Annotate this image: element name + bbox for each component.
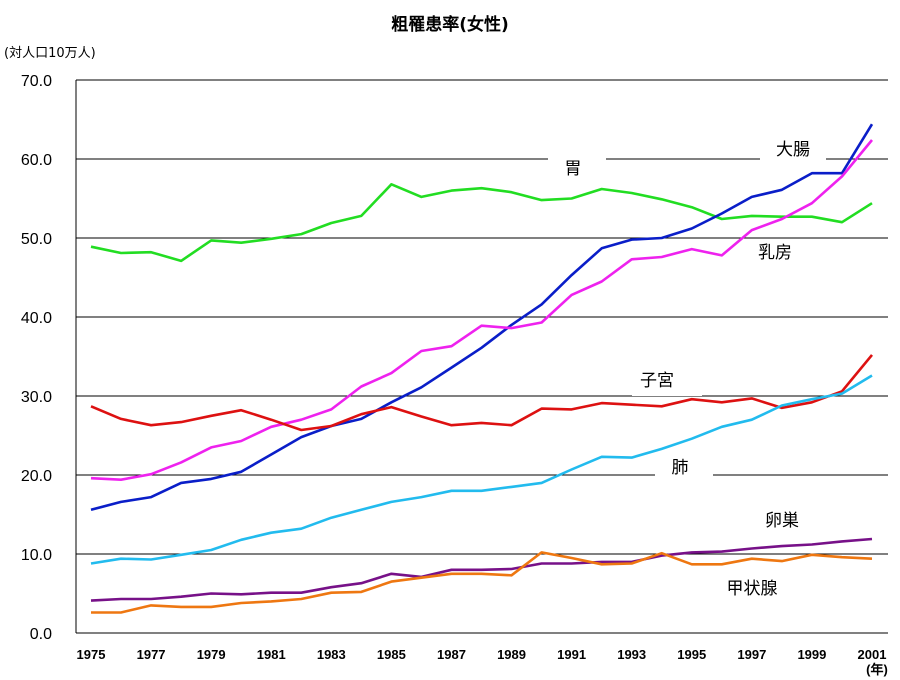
- series-line: [90, 139, 874, 482]
- y-tick-label: 40.0: [21, 310, 52, 327]
- x-tick-label: 1977: [137, 647, 166, 662]
- series-label: 大腸: [776, 140, 810, 160]
- series-label-background: [632, 362, 702, 396]
- x-tick-label: 1987: [437, 647, 466, 662]
- x-tick-label: 1995: [677, 647, 706, 662]
- x-tick-label: 1991: [557, 647, 586, 662]
- series-label: 胃: [565, 159, 582, 179]
- series-line: [90, 183, 873, 263]
- x-tick-label: 1983: [317, 647, 346, 662]
- y-axis: 0.0 10.0 20.0 30.0 40.0 50.0 60.0 70.0: [21, 73, 77, 643]
- y-tick-label: 60.0: [21, 152, 52, 169]
- x-tick-label: 1999: [797, 647, 826, 662]
- x-axis: 1975 1977 1979 1981 1983 1985 1987 1989 1991 1993…: [76, 632, 888, 662]
- series-label-background: [655, 454, 713, 486]
- x-tick-label: 1975: [77, 647, 106, 662]
- x-tick-label: 1979: [197, 647, 226, 662]
- series-line: [90, 374, 873, 565]
- x-axis-unit-label: (年): [866, 662, 888, 677]
- series-label: 子宮: [640, 371, 674, 391]
- series-label: 乳房: [758, 243, 792, 263]
- y-tick-label: 70.0: [21, 73, 52, 90]
- x-tick-label: 1997: [737, 647, 766, 662]
- y-tick-label: 20.0: [21, 468, 52, 485]
- y-tick-label: 50.0: [21, 231, 52, 248]
- series-label-background: [548, 150, 606, 184]
- series-line: [90, 354, 874, 432]
- y-tick-label: 30.0: [21, 389, 52, 406]
- x-tick-label: 2001: [858, 647, 887, 662]
- x-tick-label: 1985: [377, 647, 406, 662]
- x-tick-label: 1989: [497, 647, 526, 662]
- gridlines: [76, 79, 888, 555]
- y-tick-label: 0.0: [30, 626, 52, 643]
- x-tick-label: 1993: [617, 647, 646, 662]
- series-lines: [90, 123, 874, 614]
- series-label: 肺: [672, 458, 689, 478]
- y-tick-label: 10.0: [21, 547, 52, 564]
- series-label: 甲状腺: [727, 579, 778, 599]
- series-line: [91, 551, 873, 614]
- series-line: [90, 123, 874, 512]
- series-line: [90, 537, 873, 602]
- y-axis-unit-label: (対人口10万人): [4, 46, 96, 61]
- series-label: 卵巣: [765, 511, 799, 531]
- x-tick-label: 1981: [257, 647, 286, 662]
- chart-title: 粗罹患率(女性): [391, 14, 509, 35]
- series-label-background: [760, 136, 826, 166]
